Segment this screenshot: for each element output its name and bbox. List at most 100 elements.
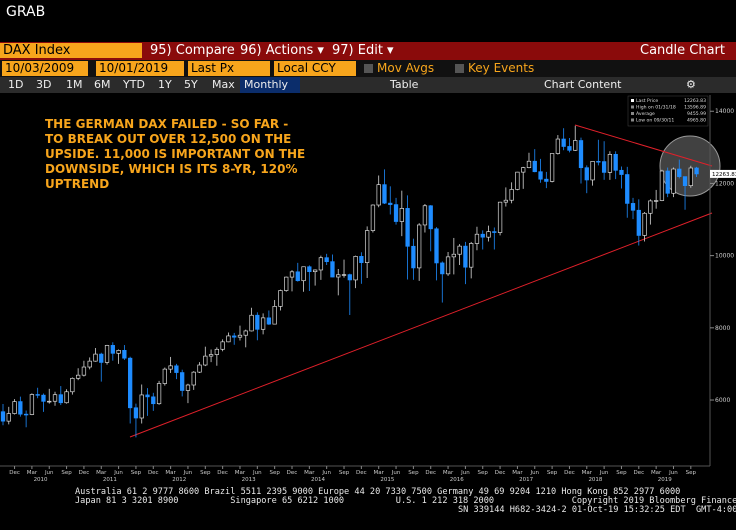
edit-button[interactable]: 97) Edit ▾ xyxy=(332,43,394,58)
legend-value: 4965.80 xyxy=(687,118,706,124)
x-tick-label: Dec xyxy=(495,470,506,476)
candle-body xyxy=(156,383,162,405)
candle-body xyxy=(12,401,17,414)
y-tick-label: 14000 xyxy=(715,108,734,115)
annotation-text: UPSIDE. 11,000 IS IMPORTANT ON THE xyxy=(45,147,305,161)
x-tick-label: Jun xyxy=(599,470,609,476)
toggle-label[interactable]: Key Events xyxy=(468,61,535,75)
x-tick-label: Mar xyxy=(374,470,385,476)
period-tab[interactable]: 6M xyxy=(94,78,111,91)
candle-body xyxy=(463,245,468,268)
y-tick-label: 6000 xyxy=(715,397,730,404)
legend-swatch xyxy=(631,99,634,102)
candle-body xyxy=(694,167,699,175)
candle-body xyxy=(87,360,92,368)
candle-body xyxy=(526,160,532,168)
legend-swatch xyxy=(631,105,634,109)
period-tab[interactable]: 1Y xyxy=(158,78,172,91)
candle-body xyxy=(220,341,225,350)
candle-body xyxy=(29,394,35,415)
candle-body xyxy=(596,160,601,163)
legend-value: 13596.89 xyxy=(684,105,706,111)
start-date[interactable]: 10/03/2009 xyxy=(2,61,88,76)
candle-body xyxy=(295,271,300,282)
x-tick-label: Mar xyxy=(165,470,176,476)
candle-body xyxy=(237,334,243,338)
year-label: 2014 xyxy=(311,477,325,483)
candle-body xyxy=(422,205,428,226)
annotation-text: DOWNSIDE, WHICH IS ITS 8-YR, 120% xyxy=(45,162,298,176)
candle-body xyxy=(665,170,670,194)
x-tick-label: Sep xyxy=(547,470,558,476)
candle-body xyxy=(47,400,52,403)
candle-body xyxy=(567,146,572,151)
candle-body xyxy=(515,171,520,190)
year-label: 2015 xyxy=(380,477,394,483)
field-select[interactable]: Last Px xyxy=(188,61,270,76)
x-tick-label: Jun xyxy=(113,470,123,476)
currency-select[interactable]: Local CCY xyxy=(274,61,356,76)
candle-body xyxy=(532,160,537,173)
x-tick-label: Dec xyxy=(9,470,20,476)
candle-body xyxy=(457,245,462,255)
trend-line xyxy=(129,212,713,438)
candle-body xyxy=(214,348,220,355)
candle-body xyxy=(405,208,410,247)
candle-body xyxy=(278,290,283,307)
table-button[interactable]: Table xyxy=(390,78,419,91)
candle-body xyxy=(272,306,277,325)
candle-body xyxy=(191,371,196,386)
year-label: 2017 xyxy=(519,477,533,483)
price-tag: 12263.83 xyxy=(712,172,736,178)
legend-label: Low on 09/30/11 xyxy=(636,118,674,124)
year-label: 2018 xyxy=(588,477,602,483)
candle-body xyxy=(555,138,561,154)
period-tab[interactable]: Max xyxy=(212,78,235,91)
candle-body xyxy=(318,257,324,271)
candle-body xyxy=(180,372,185,391)
year-label: 2019 xyxy=(658,477,672,483)
footer-line: SN 339144 H682-3424-2 01-Oct-19 15:32:25… xyxy=(458,505,736,515)
candle-body xyxy=(312,269,318,273)
end-date[interactable]: 10/01/2019 xyxy=(96,61,184,76)
candle-body xyxy=(255,314,260,330)
chart-content-button[interactable]: Chart Content xyxy=(544,78,622,91)
period-tab[interactable]: YTD xyxy=(123,78,145,91)
candle-body xyxy=(168,365,173,370)
candle-body xyxy=(347,274,352,281)
actions-button[interactable]: 96) Actions ▾ xyxy=(240,43,324,58)
candle-body xyxy=(35,394,40,396)
candle-body xyxy=(648,200,653,214)
checkbox[interactable] xyxy=(364,64,373,73)
candle-body xyxy=(162,368,167,384)
toggle-label[interactable]: Mov Avgs xyxy=(377,61,435,75)
settings-icon[interactable]: ⚙ xyxy=(686,78,696,91)
y-tick-label: 8000 xyxy=(715,325,730,332)
candle-body xyxy=(440,262,445,275)
x-tick-label: Mar xyxy=(96,470,107,476)
x-tick-label: Jun xyxy=(391,470,401,476)
x-tick-label: Dec xyxy=(356,470,367,476)
frequency-select[interactable]: Monthly xyxy=(240,77,300,93)
period-tab[interactable]: 1M xyxy=(66,78,83,91)
candle-body xyxy=(411,245,416,269)
candle-body xyxy=(99,353,104,363)
candle-body xyxy=(630,203,636,211)
candle-body xyxy=(289,271,295,278)
candle-body xyxy=(52,394,58,402)
candle-body xyxy=(122,350,127,359)
x-tick-label: Dec xyxy=(148,470,159,476)
checkbox[interactable] xyxy=(455,64,464,73)
candle-body xyxy=(561,138,566,147)
footer-line: Japan 81 3 3201 8900 Singapore 65 6212 1… xyxy=(75,496,736,506)
candle-body xyxy=(133,407,139,419)
legend-swatch xyxy=(631,112,634,115)
legend-label: High on 01/31/18 xyxy=(636,105,676,111)
period-tab[interactable]: 1D xyxy=(8,78,24,91)
security-field[interactable]: DAX Index xyxy=(0,43,142,58)
candle-body xyxy=(474,233,480,244)
period-tab[interactable]: 5Y xyxy=(184,78,198,91)
compare-button[interactable]: 95) Compare xyxy=(150,43,235,58)
x-tick-label: Jun xyxy=(44,470,54,476)
period-tab[interactable]: 3D xyxy=(36,78,52,91)
